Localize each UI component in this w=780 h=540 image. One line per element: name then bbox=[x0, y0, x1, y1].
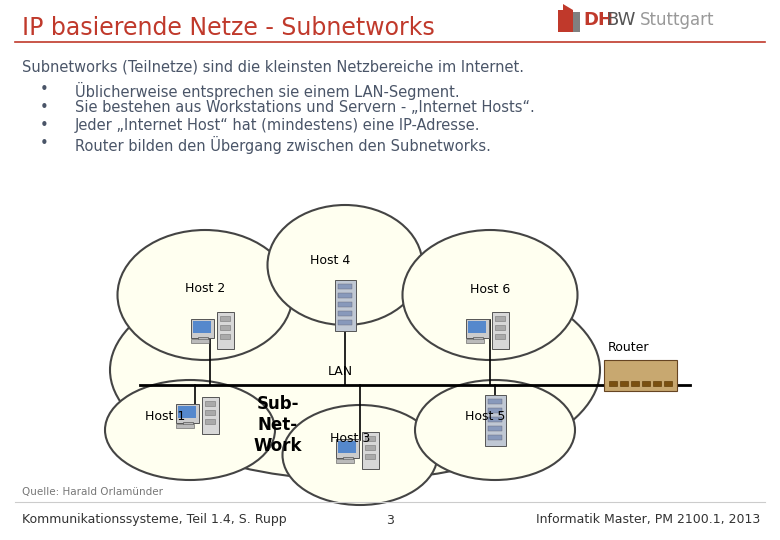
FancyBboxPatch shape bbox=[338, 293, 352, 298]
Text: Informatik Master, PM 2100.1, 2013: Informatik Master, PM 2100.1, 2013 bbox=[536, 514, 760, 526]
FancyBboxPatch shape bbox=[604, 360, 676, 390]
FancyBboxPatch shape bbox=[220, 316, 230, 321]
FancyBboxPatch shape bbox=[205, 419, 215, 424]
Text: DH: DH bbox=[583, 11, 613, 29]
Text: •: • bbox=[40, 82, 48, 97]
Text: Host 5: Host 5 bbox=[465, 410, 505, 423]
FancyBboxPatch shape bbox=[466, 319, 488, 338]
Text: Üblicherweise entsprechen sie einem LAN-Segment.: Üblicherweise entsprechen sie einem LAN-… bbox=[75, 82, 459, 100]
Text: Host 4: Host 4 bbox=[310, 254, 350, 267]
FancyBboxPatch shape bbox=[338, 302, 352, 307]
Text: IP basierende Netze - Subnetworks: IP basierende Netze - Subnetworks bbox=[22, 16, 434, 40]
FancyBboxPatch shape bbox=[183, 422, 193, 426]
Text: •: • bbox=[40, 118, 48, 133]
Text: •: • bbox=[40, 136, 48, 151]
FancyBboxPatch shape bbox=[338, 441, 356, 453]
FancyBboxPatch shape bbox=[488, 408, 502, 413]
Text: Kommunikationssysteme, Teil 1.4, S. Rupp: Kommunikationssysteme, Teil 1.4, S. Rupp bbox=[22, 514, 286, 526]
FancyBboxPatch shape bbox=[495, 334, 505, 339]
FancyBboxPatch shape bbox=[558, 10, 573, 32]
FancyBboxPatch shape bbox=[365, 436, 375, 441]
FancyBboxPatch shape bbox=[631, 381, 639, 386]
Ellipse shape bbox=[282, 405, 438, 505]
FancyBboxPatch shape bbox=[466, 339, 484, 343]
FancyBboxPatch shape bbox=[491, 312, 509, 348]
FancyBboxPatch shape bbox=[205, 401, 215, 406]
FancyBboxPatch shape bbox=[365, 445, 375, 450]
FancyBboxPatch shape bbox=[338, 320, 352, 325]
FancyBboxPatch shape bbox=[338, 284, 352, 289]
FancyBboxPatch shape bbox=[609, 381, 617, 386]
FancyBboxPatch shape bbox=[343, 457, 353, 461]
FancyBboxPatch shape bbox=[336, 459, 354, 463]
Text: Subnetworks (Teilnetze) sind die kleinsten Netzbereiche im Internet.: Subnetworks (Teilnetze) sind die kleinst… bbox=[22, 60, 524, 75]
Ellipse shape bbox=[105, 380, 275, 480]
Ellipse shape bbox=[118, 230, 292, 360]
Polygon shape bbox=[563, 4, 573, 10]
FancyBboxPatch shape bbox=[335, 280, 356, 330]
Ellipse shape bbox=[415, 380, 575, 480]
FancyBboxPatch shape bbox=[361, 431, 378, 469]
FancyBboxPatch shape bbox=[365, 454, 375, 459]
Ellipse shape bbox=[110, 260, 600, 480]
Text: Router: Router bbox=[608, 341, 650, 354]
FancyBboxPatch shape bbox=[190, 319, 214, 338]
Text: LAN: LAN bbox=[328, 365, 353, 378]
FancyBboxPatch shape bbox=[193, 321, 211, 333]
Text: Jeder „Internet Host“ hat (mindestens) eine IP-Adresse.: Jeder „Internet Host“ hat (mindestens) e… bbox=[75, 118, 480, 133]
Ellipse shape bbox=[402, 230, 577, 360]
FancyBboxPatch shape bbox=[564, 12, 580, 32]
FancyBboxPatch shape bbox=[488, 399, 502, 404]
FancyBboxPatch shape bbox=[338, 311, 352, 316]
FancyBboxPatch shape bbox=[473, 337, 483, 341]
FancyBboxPatch shape bbox=[653, 381, 661, 386]
FancyBboxPatch shape bbox=[664, 381, 672, 386]
FancyBboxPatch shape bbox=[198, 337, 208, 341]
FancyBboxPatch shape bbox=[335, 438, 359, 457]
FancyBboxPatch shape bbox=[468, 321, 486, 333]
FancyBboxPatch shape bbox=[642, 381, 650, 386]
Text: •: • bbox=[40, 100, 48, 115]
Text: Stuttgart: Stuttgart bbox=[640, 11, 714, 29]
FancyBboxPatch shape bbox=[620, 381, 628, 386]
Text: BW: BW bbox=[606, 11, 636, 29]
FancyBboxPatch shape bbox=[176, 424, 194, 428]
FancyBboxPatch shape bbox=[191, 339, 209, 343]
FancyBboxPatch shape bbox=[205, 410, 215, 415]
FancyBboxPatch shape bbox=[201, 396, 218, 434]
Text: Host 2: Host 2 bbox=[185, 282, 225, 295]
FancyBboxPatch shape bbox=[495, 316, 505, 321]
FancyBboxPatch shape bbox=[176, 403, 198, 422]
FancyBboxPatch shape bbox=[484, 395, 505, 446]
Text: Router bilden den Übergang zwischen den Subnetworks.: Router bilden den Übergang zwischen den … bbox=[75, 136, 491, 154]
Text: Sie bestehen aus Workstations und Servern - „Internet Hosts“.: Sie bestehen aus Workstations und Server… bbox=[75, 100, 535, 115]
Text: Sub-
Net-
Work: Sub- Net- Work bbox=[254, 395, 303, 455]
Text: Quelle: Harald Orlamünder: Quelle: Harald Orlamünder bbox=[22, 487, 163, 497]
Text: 3: 3 bbox=[386, 514, 394, 526]
FancyBboxPatch shape bbox=[495, 325, 505, 330]
Text: Host 1: Host 1 bbox=[145, 410, 186, 423]
FancyBboxPatch shape bbox=[220, 334, 230, 339]
FancyBboxPatch shape bbox=[488, 435, 502, 440]
FancyBboxPatch shape bbox=[488, 417, 502, 422]
FancyBboxPatch shape bbox=[178, 406, 196, 418]
Text: Host 6: Host 6 bbox=[470, 283, 510, 296]
FancyBboxPatch shape bbox=[488, 426, 502, 431]
Ellipse shape bbox=[268, 205, 423, 325]
Text: Host 3: Host 3 bbox=[330, 432, 370, 445]
FancyBboxPatch shape bbox=[217, 312, 233, 348]
FancyBboxPatch shape bbox=[220, 325, 230, 330]
